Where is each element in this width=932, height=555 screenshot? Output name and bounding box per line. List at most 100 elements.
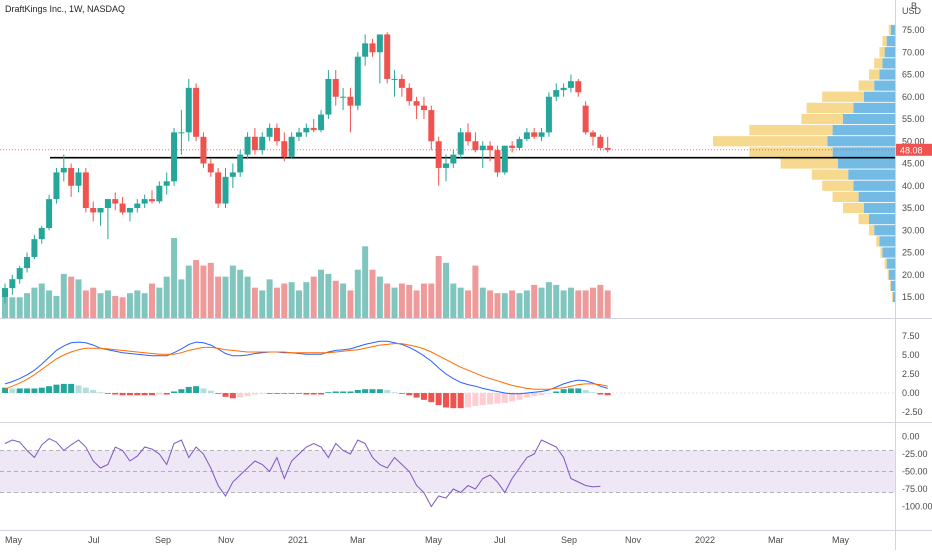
volume-profile-up-bar[interactable] bbox=[886, 258, 895, 269]
volume-profile-up-bar[interactable] bbox=[863, 91, 895, 102]
volume-profile-up-bar[interactable] bbox=[888, 269, 895, 280]
candle-body[interactable] bbox=[582, 105, 589, 133]
volume-profile-up-bar[interactable] bbox=[890, 24, 895, 36]
candle-body[interactable] bbox=[428, 110, 435, 142]
williams-r-pane[interactable] bbox=[0, 438, 895, 508]
candle-body[interactable] bbox=[369, 43, 376, 53]
candle-body[interactable] bbox=[53, 172, 60, 200]
volume-profile-down-bar[interactable] bbox=[876, 236, 880, 247]
candle-body[interactable] bbox=[259, 136, 266, 151]
candle-body[interactable] bbox=[472, 141, 479, 151]
candle-body[interactable] bbox=[560, 87, 567, 91]
volume-profile-up-bar[interactable] bbox=[874, 225, 895, 236]
volume-profile-down-bar[interactable] bbox=[888, 24, 891, 36]
candle-body[interactable] bbox=[68, 167, 75, 186]
candle-body[interactable] bbox=[215, 172, 222, 204]
candle-body[interactable] bbox=[362, 43, 369, 57]
candle-body[interactable] bbox=[443, 163, 449, 168]
candle-body[interactable] bbox=[119, 203, 126, 213]
volume-profile[interactable] bbox=[713, 24, 895, 303]
candle-body[interactable] bbox=[604, 147, 611, 150]
volume-profile-up-bar[interactable] bbox=[882, 247, 895, 258]
macd-signal-line[interactable] bbox=[4, 343, 608, 390]
candle-body[interactable] bbox=[288, 136, 295, 157]
candle-body[interactable] bbox=[384, 34, 391, 79]
volume-profile-down-bar[interactable] bbox=[713, 136, 828, 147]
volume-profile-up-bar[interactable] bbox=[848, 169, 895, 180]
volume-profile-down-bar[interactable] bbox=[801, 113, 843, 125]
candle-body[interactable] bbox=[185, 87, 192, 133]
candle-body[interactable] bbox=[340, 96, 347, 98]
candle-body[interactable] bbox=[567, 81, 574, 88]
candle-body[interactable] bbox=[501, 145, 508, 173]
candle-body[interactable] bbox=[222, 176, 229, 204]
volume-profile-up-bar[interactable] bbox=[837, 158, 895, 169]
volume-profile-down-bar[interactable] bbox=[811, 169, 849, 180]
candle-body[interactable] bbox=[171, 132, 178, 182]
candle-body[interactable] bbox=[156, 185, 163, 202]
candle-body[interactable] bbox=[590, 132, 596, 137]
candle-body[interactable] bbox=[112, 199, 119, 204]
volume-profile-up-bar[interactable] bbox=[886, 36, 895, 47]
volume-profile-up-bar[interactable] bbox=[879, 236, 895, 247]
candle-body[interactable] bbox=[420, 105, 427, 111]
candle-body[interactable] bbox=[347, 96, 354, 106]
volume-profile-down-bar[interactable] bbox=[749, 147, 833, 158]
volume-profile-down-bar[interactable] bbox=[889, 280, 891, 291]
volume-profile-down-bar[interactable] bbox=[806, 102, 854, 113]
price-layer[interactable] bbox=[0, 32, 895, 304]
candle-body[interactable] bbox=[413, 101, 420, 106]
volume-profile-down-bar[interactable] bbox=[887, 269, 889, 280]
candle-body[interactable] bbox=[178, 132, 185, 134]
candle-body[interactable] bbox=[398, 78, 405, 88]
candle-body[interactable] bbox=[435, 141, 442, 168]
candle-body[interactable] bbox=[494, 150, 501, 173]
candle-body[interactable] bbox=[310, 127, 317, 131]
candle-body[interactable] bbox=[457, 132, 464, 155]
candle-body[interactable] bbox=[163, 181, 170, 186]
macd-line[interactable] bbox=[4, 340, 608, 395]
candle-body[interactable] bbox=[450, 154, 457, 164]
candle-body[interactable] bbox=[332, 78, 339, 97]
candle-body[interactable] bbox=[126, 208, 133, 213]
candle-body[interactable] bbox=[406, 87, 413, 102]
macd-pane[interactable] bbox=[0, 340, 895, 409]
volume-profile-up-bar[interactable] bbox=[827, 136, 895, 147]
candle-body[interactable] bbox=[2, 288, 8, 297]
candle-body[interactable] bbox=[545, 96, 552, 133]
candle-body[interactable] bbox=[237, 154, 244, 173]
candle-body[interactable] bbox=[16, 268, 23, 280]
volume-profile-down-bar[interactable] bbox=[822, 91, 864, 102]
volume-profile-down-bar[interactable] bbox=[749, 125, 833, 136]
volume-profile-down-bar[interactable] bbox=[869, 69, 880, 80]
candle-body[interactable] bbox=[553, 90, 560, 97]
candle-body[interactable] bbox=[597, 136, 604, 148]
volume-profile-up-bar[interactable] bbox=[884, 47, 895, 58]
candle-body[interactable] bbox=[281, 141, 288, 157]
candle-body[interactable] bbox=[104, 199, 111, 208]
candle-body[interactable] bbox=[509, 145, 516, 148]
candle-body[interactable] bbox=[229, 172, 236, 177]
candle-body[interactable] bbox=[391, 78, 398, 80]
candle-body[interactable] bbox=[575, 81, 582, 93]
candle-body[interactable] bbox=[376, 34, 383, 53]
volume-profile-down-bar[interactable] bbox=[874, 58, 883, 69]
volume-profile-down-bar[interactable] bbox=[832, 191, 859, 202]
candle-body[interactable] bbox=[31, 239, 38, 257]
volume-profile-up-bar[interactable] bbox=[843, 113, 895, 125]
volume-profile-down-bar[interactable] bbox=[879, 47, 885, 58]
volume-profile-up-bar[interactable] bbox=[874, 80, 895, 91]
candle-body[interactable] bbox=[266, 127, 273, 137]
candle-body[interactable] bbox=[149, 199, 155, 202]
volume-profile-down-bar[interactable] bbox=[880, 247, 883, 258]
volume-profile-down-bar[interactable] bbox=[858, 80, 875, 91]
volume-profile-down-bar[interactable] bbox=[858, 214, 869, 225]
candle-body[interactable] bbox=[60, 167, 67, 173]
volume-profile-up-bar[interactable] bbox=[882, 58, 895, 69]
candle-body[interactable] bbox=[296, 132, 302, 137]
candle-body[interactable] bbox=[465, 132, 472, 142]
candle-body[interactable] bbox=[82, 172, 89, 208]
candle-body[interactable] bbox=[207, 163, 214, 173]
candle-body[interactable] bbox=[90, 208, 97, 213]
candle-body[interactable] bbox=[479, 145, 486, 151]
